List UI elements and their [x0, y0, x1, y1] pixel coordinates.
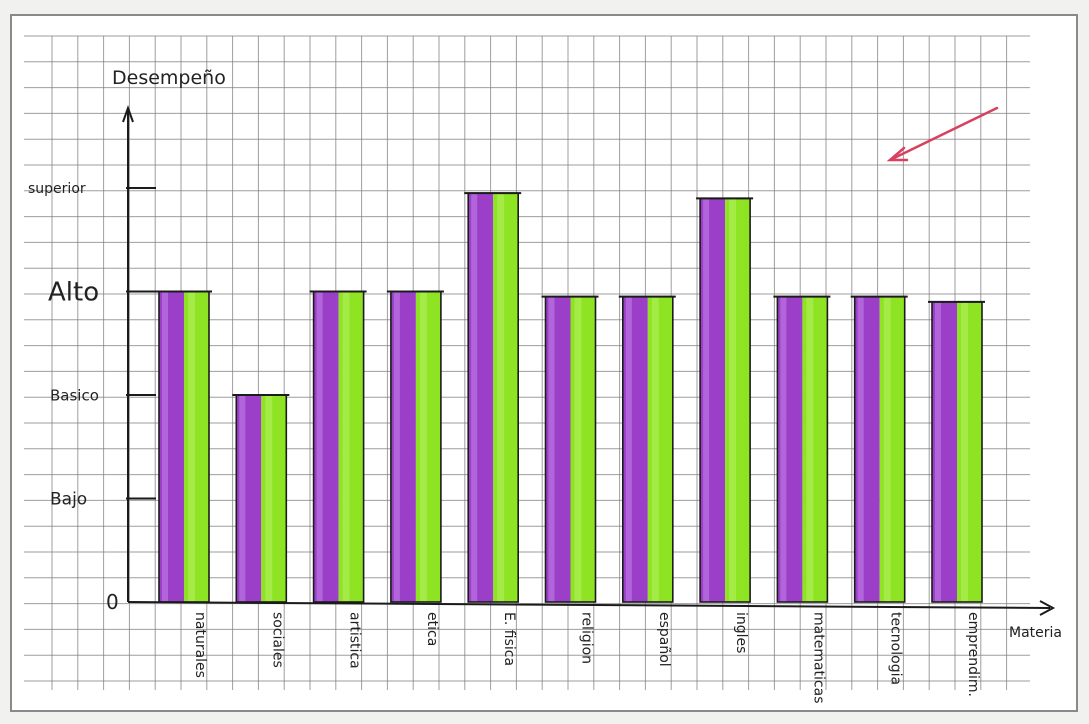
bar-shade — [342, 291, 350, 602]
bar-shade — [806, 296, 814, 602]
bar-shade — [651, 296, 659, 602]
bar-shade — [857, 296, 864, 602]
bar-shade — [574, 296, 582, 602]
x-tick-label: matematicas — [810, 612, 826, 704]
x-tick-label: artistica — [347, 612, 363, 669]
y-axis-arrow — [122, 105, 134, 123]
x-tick-label: E. fisica — [501, 612, 517, 666]
bar-group — [155, 192, 985, 603]
x-tick-label: naturales — [192, 612, 208, 678]
bar-tecnologia-green — [879, 296, 905, 602]
bar-shade — [703, 198, 710, 602]
bar-shade — [265, 395, 273, 602]
bar-shade — [497, 193, 505, 603]
red-arrow-shaft — [888, 106, 999, 162]
bar-etica-green — [415, 291, 441, 602]
x-category-labels: naturales sociales artistica etica E. fisica… — [192, 612, 981, 704]
bar-shade — [935, 301, 941, 602]
bar-religion-green — [570, 296, 596, 602]
y-level-label: 0 — [106, 590, 119, 614]
x-tick-label: religion — [579, 612, 595, 664]
bar-shade — [239, 395, 246, 602]
x-tick-label: etica — [424, 612, 440, 646]
x-tick-label: emprendim. — [965, 612, 981, 697]
y-level-label: Bajo — [50, 489, 87, 509]
x-axis-title: Materia — [1009, 625, 1062, 641]
bar-shade — [471, 193, 478, 603]
bar-shade — [729, 198, 737, 602]
bar-sociales-green — [261, 395, 287, 602]
bar-shade — [780, 296, 787, 602]
y-level-label: Basico — [50, 386, 99, 404]
bar-shade — [548, 296, 555, 602]
x-tick-label: español — [656, 612, 672, 667]
axes — [122, 105, 1056, 616]
x-axis-arrow — [1039, 600, 1056, 616]
bar-shade — [961, 301, 968, 602]
red-arrow-head — [886, 146, 909, 162]
bar-shade — [188, 291, 195, 602]
y-level-label: Alto — [48, 278, 99, 308]
y-level-label: superior — [28, 181, 86, 197]
x-axis-line — [127, 601, 1051, 609]
bar-emprendim.-green — [957, 301, 982, 602]
bar-ingles-green — [725, 198, 751, 602]
y-level-labels: 0 Bajo Basico Alto superior — [28, 181, 119, 614]
x-tick-label: ingles — [733, 612, 749, 653]
x-tick-label: sociales — [269, 612, 285, 668]
bar-E. fisica-green — [493, 193, 519, 603]
y-axis-title: Desempeño — [112, 67, 226, 89]
bar-shade — [419, 291, 427, 602]
bar-matematicas-green — [802, 296, 828, 602]
bar-español-green — [647, 296, 673, 602]
bar-artistica-green — [338, 291, 364, 602]
bar-shade — [162, 291, 168, 602]
x-tick-label: tecnologia — [888, 612, 904, 685]
bar-shade — [625, 296, 632, 602]
bar-shade — [316, 291, 323, 602]
bar-shade — [883, 296, 891, 602]
bar-naturales-green — [184, 291, 209, 602]
bar-shade — [393, 291, 400, 602]
